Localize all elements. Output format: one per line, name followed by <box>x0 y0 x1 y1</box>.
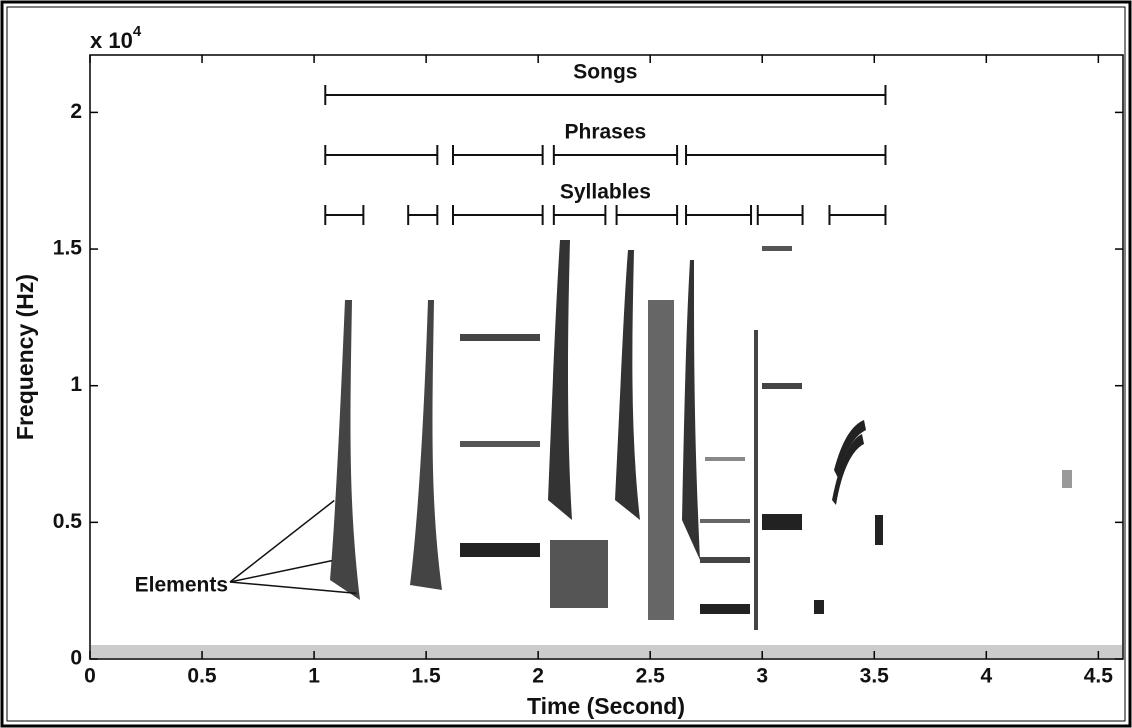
x-tick-label: 4.5 <box>1084 665 1114 688</box>
spectrogram-trace <box>700 519 750 523</box>
spectrogram-trace <box>875 515 883 545</box>
tier-label: Phrases <box>565 121 647 144</box>
spectrogram-trace <box>762 383 802 389</box>
x-tick-label: 4 <box>980 665 992 688</box>
x-tick-label: 0 <box>84 665 96 688</box>
x-tick-label: 3.5 <box>860 665 890 688</box>
spectrogram-trace <box>460 441 540 447</box>
spectrogram-trace <box>615 250 640 520</box>
tier-label: Songs <box>573 61 637 84</box>
spectrogram-trace <box>648 300 674 620</box>
spectrogram <box>91 240 1122 658</box>
spectrogram-trace <box>705 457 745 461</box>
element-pointer <box>229 581 357 595</box>
spectrogram-trace <box>814 600 824 614</box>
spectrogram-trace <box>832 434 864 505</box>
y-scale-base: x 10 <box>90 28 133 53</box>
x-tick-label: 2 <box>532 665 544 688</box>
spectrogram-trace <box>410 300 442 590</box>
spectrogram-trace <box>460 543 540 557</box>
spectrogram-trace <box>330 300 360 600</box>
spectrogram-trace <box>762 514 802 530</box>
spectrogram-trace <box>834 420 866 478</box>
y-tick-label: 0.5 <box>53 510 83 533</box>
y-tick-label: 1 <box>70 373 82 396</box>
element-pointer <box>229 499 335 583</box>
y-scale-exponent: 4 <box>133 23 142 40</box>
y-scale-label: x 104 <box>90 23 142 53</box>
element-pointer <box>229 559 333 583</box>
spectrogram-trace <box>548 240 572 520</box>
x-tick-label: 0.5 <box>187 665 217 688</box>
x-tick-label: 2.5 <box>636 665 666 688</box>
element-label: Elements <box>135 574 228 597</box>
spectrogram-trace <box>460 334 540 341</box>
spectrogram-trace <box>700 557 750 563</box>
y-axis-label: Frequency (Hz) <box>12 274 38 440</box>
spectrogram-noise <box>91 645 1122 658</box>
y-tick-label: 2 <box>70 100 82 123</box>
y-tick-label: 1.5 <box>53 237 83 260</box>
spectrogram-trace <box>700 604 750 614</box>
spectrogram-trace <box>762 246 792 251</box>
x-tick-label: 1.5 <box>412 665 442 688</box>
spectrogram-trace <box>682 260 700 560</box>
x-tick-label: 3 <box>756 665 768 688</box>
spectrogram-trace <box>1062 470 1072 488</box>
plot-frame <box>89 54 1124 660</box>
spectrogram-trace <box>754 330 758 630</box>
x-tick-label: 1 <box>308 665 320 688</box>
y-tick-label: 0 <box>70 647 82 670</box>
x-axis-label: Time (Second) <box>527 693 685 719</box>
tier-label: Syllables <box>560 181 651 204</box>
inner-frame <box>6 6 1126 722</box>
spectrogram-trace <box>550 540 608 608</box>
